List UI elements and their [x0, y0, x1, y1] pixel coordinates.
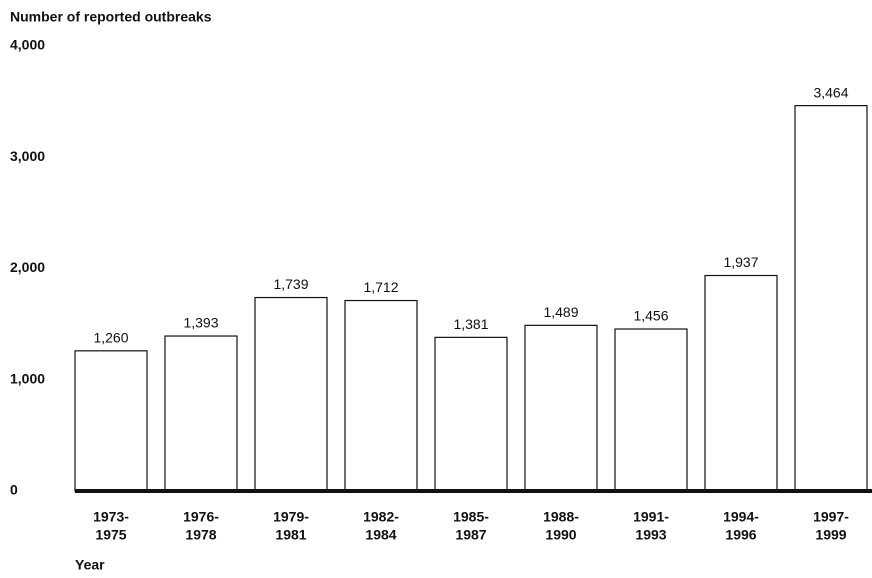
- x-tick-label: 1997-: [813, 509, 849, 525]
- value-label: 1,393: [183, 315, 218, 331]
- value-label: 1,712: [363, 279, 398, 295]
- x-tick-label: 1984: [365, 527, 396, 543]
- x-tick-label: 1978: [185, 527, 216, 543]
- bar: [74, 350, 148, 492]
- x-tick-label: 1999: [815, 527, 846, 543]
- x-tick-label: 1991-: [633, 509, 669, 525]
- x-tick-label: 1996: [725, 527, 756, 543]
- value-label: 1,456: [633, 308, 668, 324]
- y-tick-label: 2,000: [10, 259, 45, 275]
- value-label: 1,739: [273, 276, 308, 292]
- y-tick-label: 1,000: [10, 370, 45, 386]
- value-label: 3,464: [813, 84, 848, 100]
- x-tick-label: 1976-: [183, 509, 219, 525]
- value-label: 1,937: [723, 254, 758, 270]
- bar: [344, 299, 418, 492]
- x-tick-label: 1979-: [273, 509, 309, 525]
- x-tick-label: 1975: [95, 527, 126, 543]
- bar: [524, 324, 598, 492]
- y-tick-label: 4,000: [10, 37, 45, 53]
- value-label: 1,489: [543, 304, 578, 320]
- value-label: 1,381: [453, 316, 488, 332]
- x-tick-label: 1982-: [363, 509, 399, 525]
- value-label: 1,260: [93, 330, 128, 346]
- bar: [254, 296, 328, 492]
- x-tick-label: 1993: [635, 527, 666, 543]
- x-axis-label: Year: [75, 557, 105, 573]
- x-tick-label: 1973-: [93, 509, 129, 525]
- bar: [164, 335, 238, 492]
- x-tick-label: 1981: [275, 527, 306, 543]
- bar: [794, 105, 868, 492]
- y-tick-label: 3,000: [10, 148, 45, 164]
- y-axis-label: Number of reported outbreaks: [10, 9, 212, 25]
- x-tick-label: 1988-: [543, 509, 579, 525]
- x-tick-label: 1987: [455, 527, 486, 543]
- bar: [614, 328, 688, 492]
- y-tick-label: 0: [10, 482, 18, 498]
- x-tick-label: 1990: [545, 527, 576, 543]
- x-tick-label: 1985-: [453, 509, 489, 525]
- bar: [704, 274, 778, 492]
- bar: [434, 336, 508, 492]
- x-tick-label: 1994-: [723, 509, 759, 525]
